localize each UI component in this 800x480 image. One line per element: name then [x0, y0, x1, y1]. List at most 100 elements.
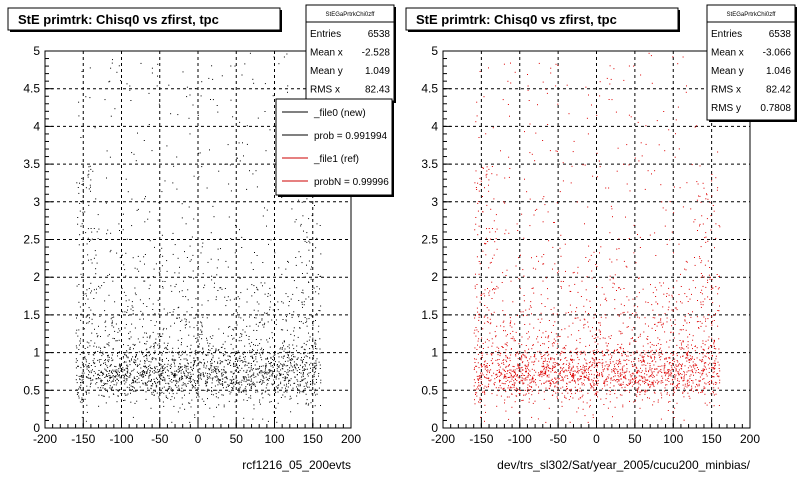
- scatter-point: [555, 333, 557, 335]
- scatter-point: [558, 373, 560, 375]
- scatter-point: [515, 355, 517, 357]
- scatter-point: [161, 359, 163, 360]
- scatter-point: [188, 117, 190, 119]
- scatter-point: [649, 375, 651, 377]
- scatter-point: [713, 394, 715, 396]
- scatter-point: [563, 367, 565, 369]
- scatter-point: [620, 385, 622, 386]
- scatter-point: [596, 362, 598, 364]
- scatter-point: [582, 408, 584, 410]
- scatter-point: [556, 313, 558, 315]
- scatter-point: [140, 62, 142, 64]
- scatter-point: [517, 314, 518, 316]
- scatter-point: [646, 390, 648, 392]
- scatter-point: [93, 228, 95, 229]
- scatter-point: [76, 394, 78, 395]
- scatter-point: [319, 310, 321, 312]
- scatter-point: [575, 382, 576, 384]
- scatter-point: [707, 282, 709, 283]
- scatter-point: [135, 160, 137, 162]
- scatter-point: [128, 348, 130, 350]
- scatter-point: [480, 372, 481, 374]
- scatter-point: [647, 338, 649, 340]
- scatter-point: [589, 344, 590, 346]
- scatter-point: [83, 293, 85, 295]
- scatter-point: [311, 393, 313, 395]
- scatter-point: [551, 357, 553, 359]
- scatter-point: [671, 325, 673, 327]
- scatter-point: [491, 345, 493, 347]
- stats-value: 6538: [368, 29, 391, 40]
- scatter-point: [155, 377, 157, 379]
- scatter-point: [697, 230, 698, 231]
- scatter-point: [108, 356, 110, 358]
- scatter-point: [521, 377, 523, 379]
- scatter-point: [513, 338, 515, 340]
- scatter-point: [217, 349, 219, 351]
- scatter-point: [304, 240, 306, 242]
- scatter-point: [145, 382, 147, 384]
- scatter-point: [520, 358, 522, 360]
- scatter-point: [145, 349, 147, 351]
- scatter-point: [536, 208, 538, 210]
- scatter-point: [171, 290, 173, 292]
- scatter-point: [570, 374, 571, 375]
- scatter-point: [190, 373, 192, 375]
- scatter-point: [680, 373, 681, 375]
- scatter-point: [186, 354, 188, 356]
- scatter-point: [211, 358, 212, 360]
- scatter-point: [119, 230, 120, 231]
- scatter-point: [227, 363, 229, 365]
- scatter-point: [285, 293, 287, 295]
- scatter-point: [602, 375, 604, 377]
- scatter-point: [546, 351, 548, 352]
- scatter-point: [104, 310, 106, 312]
- scatter-point: [171, 350, 173, 352]
- scatter-point: [249, 376, 251, 378]
- scatter-point: [528, 362, 530, 364]
- scatter-point: [653, 344, 655, 346]
- scatter-point: [604, 383, 606, 385]
- scatter-point: [300, 372, 302, 374]
- scatter-point: [680, 273, 681, 275]
- scatter-point: [171, 374, 173, 375]
- scatter-point: [579, 319, 581, 321]
- x-tick-label: 200: [341, 432, 361, 446]
- scatter-point: [616, 259, 618, 261]
- scatter-point: [695, 372, 697, 374]
- scatter-point: [261, 319, 263, 321]
- scatter-point: [718, 364, 720, 366]
- scatter-point: [98, 394, 100, 396]
- scatter-point: [274, 394, 276, 396]
- scatter-point: [181, 378, 183, 380]
- scatter-point: [698, 369, 699, 370]
- scatter-point: [611, 261, 613, 263]
- scatter-point: [492, 289, 493, 291]
- scatter-point: [543, 391, 545, 393]
- scatter-point: [692, 348, 693, 350]
- scatter-point: [274, 390, 276, 392]
- scatter-point: [666, 243, 668, 245]
- scatter-point: [106, 177, 107, 179]
- scatter-point: [593, 385, 595, 386]
- scatter-point: [578, 330, 580, 332]
- scatter-point: [239, 358, 241, 360]
- scatter-point: [511, 370, 513, 372]
- scatter-point: [692, 380, 694, 382]
- scatter-point: [495, 373, 497, 375]
- scatter-point: [124, 393, 126, 395]
- scatter-point: [527, 367, 528, 369]
- scatter-point: [299, 390, 301, 392]
- scatter-point: [492, 342, 494, 344]
- scatter-point: [651, 373, 653, 375]
- scatter-point: [628, 379, 630, 381]
- scatter-point: [195, 338, 197, 339]
- scatter-point: [306, 272, 308, 274]
- scatter-point: [127, 345, 129, 346]
- scatter-point: [500, 373, 502, 374]
- scatter-point: [484, 404, 486, 406]
- scatter-point: [138, 351, 140, 353]
- scatter-point: [546, 361, 548, 362]
- scatter-point: [223, 369, 225, 371]
- scatter-point: [620, 372, 622, 374]
